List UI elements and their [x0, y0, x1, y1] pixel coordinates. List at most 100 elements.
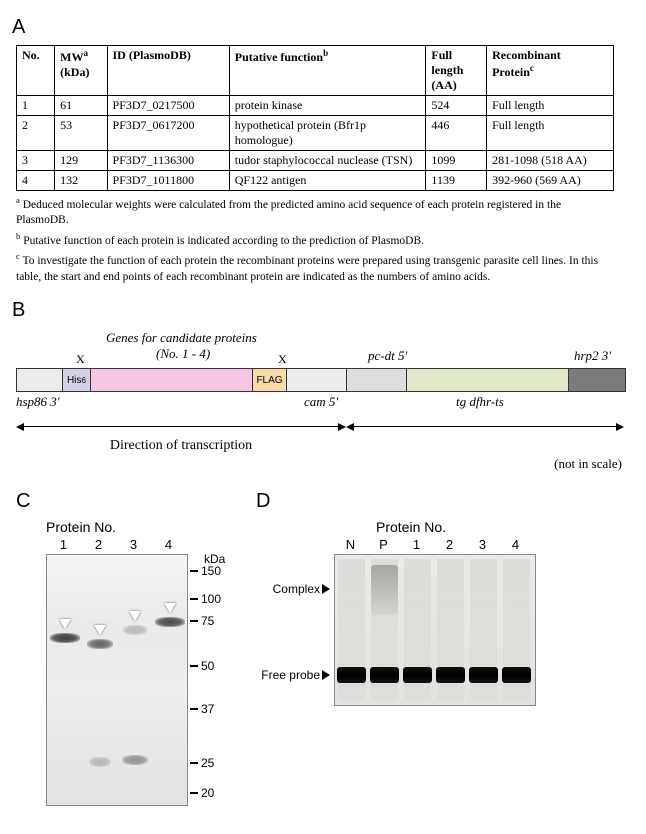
lane-number: 2 [81, 537, 116, 552]
protein-table: No.MWa(kDa)ID (PlasmoDB)Putative functio… [16, 45, 614, 191]
table-cell: 281-1098 (518 AA) [487, 151, 614, 171]
construct-bottom-label: cam 5' [304, 394, 338, 410]
transcription-direction-caption: Direction of transcription [16, 438, 346, 454]
table-cell: 1139 [426, 171, 487, 191]
band-arrowhead-icon [94, 625, 106, 635]
free-probe-band [337, 667, 366, 683]
table-cell: PF3D7_1136300 [107, 151, 229, 171]
table-cell: 1099 [426, 151, 487, 171]
blot-band [89, 757, 111, 767]
table-cell: 61 [55, 96, 107, 116]
mw-marker-column: kDa 1501007550372520 [188, 554, 234, 804]
construct-top-label: Genes for candidate proteins [106, 330, 257, 346]
emsa-side-label: Free probe [261, 668, 330, 682]
construct-top-label: hrp2 3' [574, 348, 611, 364]
table-cell: 129 [55, 151, 107, 171]
lane-number: 4 [499, 537, 532, 552]
table-cell: tudor staphylococcal nuclease (TSN) [229, 151, 426, 171]
table-cell: PF3D7_1011800 [107, 171, 229, 191]
blot-band [123, 625, 147, 635]
emsa-side-label: Complex [273, 582, 330, 596]
mw-tick: 100 [190, 592, 221, 606]
construct-top-label: pc-dt 5' [368, 348, 407, 364]
table-footnotes: a Deduced molecular weights were calcula… [16, 195, 616, 285]
band-arrowhead-icon [129, 611, 141, 621]
construct-segment [17, 369, 63, 391]
mw-tick: 75 [190, 614, 214, 628]
footnote: b Putative function of each protein is i… [16, 231, 616, 249]
table-cell: QF122 antigen [229, 171, 426, 191]
construct-bottom-label: tg dfhr-ts [456, 394, 504, 410]
blot-band [50, 633, 80, 643]
free-probe-band [436, 667, 465, 683]
blot-band [155, 617, 185, 627]
construct-segment [407, 369, 569, 391]
construct-segment [91, 369, 253, 391]
table-col-header: Putative functionb [229, 46, 426, 96]
construct-segment: His6 [63, 369, 91, 391]
not-in-scale-note: (not in scale) [16, 456, 626, 472]
table-cell: 3 [17, 151, 55, 171]
panel-a-label: A [12, 16, 634, 39]
table-cell: PF3D7_0217500 [107, 96, 229, 116]
footnote: c To investigate the function of each pr… [16, 251, 616, 285]
table-row: 4132PF3D7_1011800QF122 antigen1139392-96… [17, 171, 614, 191]
blot-band [87, 639, 113, 649]
blot-band [122, 755, 148, 765]
construct-segment [347, 369, 407, 391]
table-col-header: MWa(kDa) [55, 46, 107, 96]
table-col-header: Fulllength(AA) [426, 46, 487, 96]
lane-number: 3 [116, 537, 151, 552]
table-row: 253PF3D7_0617200hypothetical protein (Bf… [17, 116, 614, 151]
emsa-left-labels: Complex Free probe [256, 554, 334, 704]
table-cell: 446 [426, 116, 487, 151]
lane-number: 4 [151, 537, 186, 552]
lane-number: P [367, 537, 400, 552]
restriction-site-x: X [76, 352, 85, 367]
free-probe-band [370, 667, 399, 683]
mw-tick: 20 [190, 786, 214, 800]
table-cell: 4 [17, 171, 55, 191]
lane-number: 2 [433, 537, 466, 552]
footnote: a Deduced molecular weights were calcula… [16, 195, 616, 229]
table-cell: 524 [426, 96, 487, 116]
mw-tick: 50 [190, 659, 214, 673]
table-cell: 2 [17, 116, 55, 151]
lane-number: N [334, 537, 367, 552]
western-blot [46, 554, 188, 806]
free-probe-band [403, 667, 432, 683]
table-cell: Full length [487, 96, 614, 116]
mw-tick: 25 [190, 756, 214, 770]
panel-c-label: C [16, 490, 234, 513]
table-cell: protein kinase [229, 96, 426, 116]
mw-tick: 37 [190, 702, 214, 716]
panel-d-label: D [256, 490, 536, 513]
lane-number: 3 [466, 537, 499, 552]
table-cell: 132 [55, 171, 107, 191]
table-row: 161PF3D7_0217500protein kinase524Full le… [17, 96, 614, 116]
construct-diagram: Genes for candidate proteins(No. 1 - 4) p… [16, 328, 626, 472]
table-row: 3129PF3D7_1136300tudor staphylococcal nu… [17, 151, 614, 171]
table-cell: 392-960 (569 AA) [487, 171, 614, 191]
construct-segment [569, 369, 625, 391]
lane-number: 1 [46, 537, 81, 552]
lane-number: 1 [400, 537, 433, 552]
table-header-row: No.MWa(kDa)ID (PlasmoDB)Putative functio… [17, 46, 614, 96]
band-arrowhead-icon [59, 619, 71, 629]
construct-segment [287, 369, 347, 391]
free-probe-band [469, 667, 498, 683]
table-cell: hypothetical protein (Bfr1p homologue) [229, 116, 426, 151]
table-cell: PF3D7_0617200 [107, 116, 229, 151]
table-col-header: No. [17, 46, 55, 96]
table-cell: 1 [17, 96, 55, 116]
table-col-header: RecombinantProteinc [487, 46, 614, 96]
panel-d-header: Protein No. [376, 519, 536, 535]
construct-bottom-label: hsp86 3' [16, 394, 60, 410]
emsa-gel [334, 554, 536, 706]
band-arrowhead-icon [164, 603, 176, 613]
construct-segment: FLAG [253, 369, 287, 391]
panel-c-header: Protein No. [46, 519, 234, 535]
table-col-header: ID (PlasmoDB) [107, 46, 229, 96]
table-cell: Full length [487, 116, 614, 151]
construct-top-label: (No. 1 - 4) [156, 346, 210, 362]
